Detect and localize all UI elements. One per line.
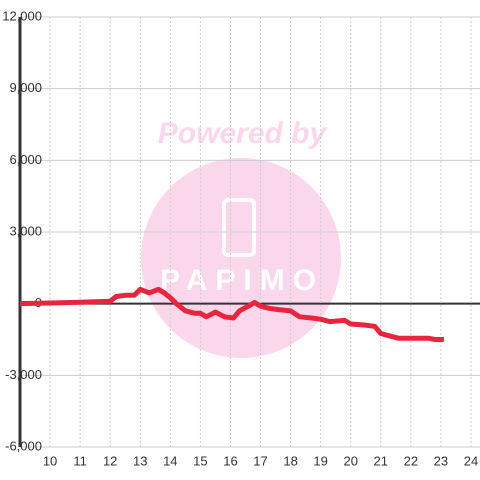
watermark-text: Powered by <box>158 117 328 150</box>
x-tick-label: 15 <box>193 453 207 468</box>
x-tick-label: 19 <box>313 453 327 468</box>
series-line <box>19 286 444 342</box>
x-tick-label: 11 <box>73 453 87 468</box>
x-tick-label: 12 <box>103 453 117 468</box>
y-tick-label: 6,000 <box>9 152 42 167</box>
y-tick-label: -6,000 <box>5 438 42 453</box>
watermark-icon <box>222 198 256 257</box>
x-tick-label: 18 <box>283 453 297 468</box>
x-tick-label: 10 <box>43 453 57 468</box>
x-tick-label: 21 <box>374 453 388 468</box>
y-tick-label: 3,000 <box>9 223 42 238</box>
watermark: Powered by PAPIMO <box>141 117 341 358</box>
x-tick-label: 23 <box>434 453 448 468</box>
x-tick-label: 16 <box>223 453 237 468</box>
x-tick-label: 24 <box>464 453 478 468</box>
x-tick-label: 22 <box>404 453 418 468</box>
x-tick-label: 20 <box>343 453 357 468</box>
x-tick-label: 13 <box>133 453 147 468</box>
y-tick-label: 9,000 <box>9 80 42 95</box>
y-tick-label: -3,000 <box>5 367 42 382</box>
x-tick-label: 17 <box>253 453 267 468</box>
watermark-logo: PAPIMO <box>160 264 324 297</box>
y-tick-label: 12,000 <box>2 8 42 23</box>
watermark-circle <box>141 158 341 358</box>
x-tick-label: 14 <box>163 453 177 468</box>
